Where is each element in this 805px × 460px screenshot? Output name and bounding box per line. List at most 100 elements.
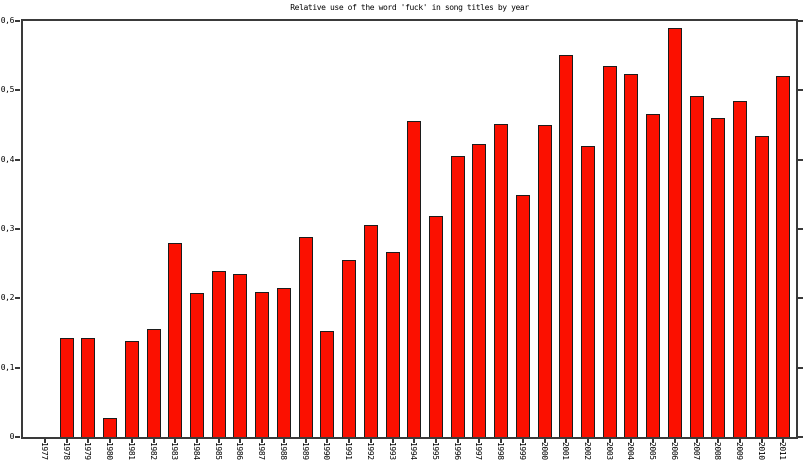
x-tick-2005	[652, 439, 655, 443]
x-tick-label: 2008	[713, 442, 723, 460]
y-tick-0,6	[15, 20, 20, 22]
x-tick-1983	[174, 439, 177, 443]
plot-area	[23, 21, 796, 437]
bar-1998	[494, 124, 509, 437]
x-tick-2003	[608, 439, 611, 443]
y-tick-label: 0,4	[0, 154, 15, 164]
x-tick-2010	[760, 439, 763, 443]
x-tick-label: 1989	[300, 442, 310, 460]
x-tick-label: 1997	[474, 442, 484, 460]
x-tick-label: 2010	[756, 442, 766, 460]
x-tick-label: 1991	[344, 442, 354, 460]
y-tick-label: 0,3	[0, 224, 15, 233]
x-tick-1996	[456, 439, 459, 443]
bar-2000	[537, 125, 552, 437]
y-tick-label: 0,1	[0, 362, 15, 372]
bar-1997	[472, 144, 487, 437]
bar-1987	[255, 292, 270, 437]
y-tick-0,3	[15, 228, 20, 230]
bar-1981	[124, 341, 139, 437]
x-tick-label: 2001	[561, 442, 571, 460]
y-tick-right-0,6	[798, 20, 803, 22]
x-tick-2011	[782, 439, 785, 443]
x-tick-1979	[87, 439, 90, 443]
bar-1986	[233, 274, 248, 437]
x-tick-2000	[543, 439, 546, 443]
x-tick-label: 1982	[148, 442, 158, 460]
x-tick-1981	[130, 439, 133, 443]
y-tick-0,4	[15, 158, 20, 161]
bar-1978	[59, 338, 74, 437]
y-tick-right-0,3	[798, 228, 803, 230]
bar-1985	[211, 271, 226, 437]
bar-1993	[385, 252, 400, 437]
bar-1989	[298, 237, 313, 437]
plot-frame	[21, 19, 798, 439]
bar-2007	[689, 96, 704, 437]
x-tick-label: 1985	[213, 442, 223, 460]
x-tick-1993	[391, 439, 394, 443]
bar-2010	[754, 136, 769, 437]
bar-2004	[624, 74, 639, 437]
x-tick-2006	[673, 439, 676, 443]
y-tick-right-0,1	[798, 366, 803, 369]
bar-1995	[428, 216, 443, 437]
x-tick-1991	[348, 439, 351, 443]
x-tick-1978	[65, 439, 68, 443]
x-tick-2002	[587, 439, 589, 443]
x-tick-1982	[152, 439, 155, 443]
chart-title: Relative use of the word 'fuck' in song …	[290, 3, 529, 12]
bar-1994	[407, 121, 422, 437]
x-tick-label: 1987	[257, 442, 267, 460]
x-tick-label: 1979	[83, 442, 93, 460]
x-tick-label: 1978	[61, 442, 71, 460]
y-tick-label: 0	[9, 432, 15, 441]
y-tick-label: 0,5	[0, 85, 15, 95]
x-tick-1984	[196, 439, 199, 443]
x-tick-1999	[521, 439, 524, 443]
x-tick-label: 2005	[648, 442, 658, 460]
x-tick-2004	[630, 439, 633, 443]
x-tick-1992	[369, 439, 372, 443]
x-tick-label: 1983	[170, 442, 180, 460]
x-tick-label: 2003	[604, 442, 614, 460]
x-tick-2009	[739, 439, 742, 443]
x-tick-label: 1986	[235, 442, 245, 460]
x-tick-label: 1996	[452, 442, 462, 460]
y-tick-0	[15, 436, 20, 438]
x-tick-1987	[261, 439, 264, 443]
bar-2001	[559, 55, 574, 437]
bar-1996	[450, 156, 465, 437]
x-tick-label: 1999	[517, 442, 527, 460]
y-tick-right-0,5	[798, 89, 803, 92]
x-tick-label: 2006	[669, 442, 679, 460]
x-tick-label: 2002	[583, 442, 592, 460]
bar-1990	[320, 331, 335, 437]
x-tick-1997	[478, 439, 481, 443]
x-tick-label: 2007	[691, 442, 701, 460]
bar-2008	[711, 118, 726, 437]
x-tick-label: 2000	[539, 442, 549, 460]
y-tick-label: 0,6	[0, 16, 15, 25]
x-tick-1988	[282, 439, 285, 443]
x-tick-1977	[44, 439, 46, 443]
x-tick-label: 1981	[126, 442, 136, 460]
bar-1982	[146, 329, 161, 437]
bar-2006	[667, 28, 682, 437]
x-tick-label: 1992	[365, 442, 375, 460]
x-tick-label: 1994	[409, 442, 419, 460]
bar-1979	[81, 338, 96, 437]
x-tick-label: 1984	[192, 442, 202, 460]
bar-1983	[168, 243, 183, 437]
bar-1988	[276, 288, 291, 437]
y-tick-0,5	[15, 89, 20, 92]
x-tick-label: 1998	[496, 442, 506, 460]
bar-2011	[776, 76, 791, 437]
bar-2002	[581, 146, 595, 437]
x-tick-label: 2011	[778, 442, 788, 460]
y-tick-right-0	[798, 436, 803, 438]
bar-1991	[342, 260, 357, 437]
y-tick-right-0,2	[798, 297, 803, 300]
bar-2009	[733, 101, 748, 437]
